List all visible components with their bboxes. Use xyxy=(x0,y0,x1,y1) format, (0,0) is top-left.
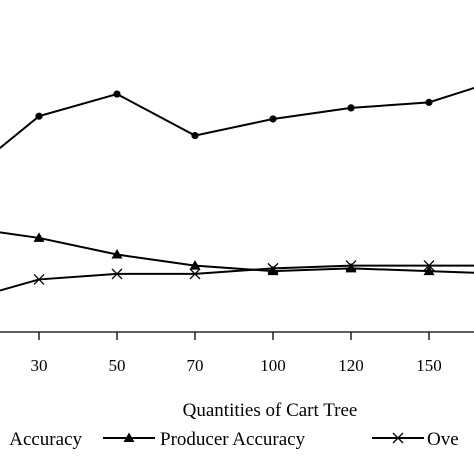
legend-label-2: Producer Accuracy xyxy=(160,429,306,450)
series-1-point-50 xyxy=(113,90,121,98)
series-2 xyxy=(0,231,474,276)
series-2-point-150 xyxy=(423,265,435,276)
series-1-line xyxy=(0,86,474,150)
series-3-point-100 xyxy=(267,262,279,274)
x-tick-label-30: 30 xyxy=(31,356,48,375)
series-3-point-50-stroke-b xyxy=(111,268,123,280)
series-3 xyxy=(0,260,474,292)
series-3-point-120 xyxy=(345,260,357,272)
series-1-point-120 xyxy=(347,104,355,112)
series-2-point-120 xyxy=(345,262,357,273)
series-3-point-50 xyxy=(111,268,123,280)
series-2-point-30 xyxy=(33,232,45,242)
legend-marker-3-stroke-b xyxy=(392,432,404,444)
x-tick-label-120: 120 xyxy=(338,356,364,375)
axes-layer xyxy=(0,331,474,340)
x-tick-labels: 30 50 70 100 120 150 xyxy=(31,356,442,375)
x-axis-title: Quantities of Cart Tree xyxy=(183,400,358,421)
series-3-point-150-stroke-b xyxy=(423,260,435,272)
series-3-point-150 xyxy=(423,260,435,272)
series-1-point-100 xyxy=(269,115,277,123)
series-3-line xyxy=(0,264,474,292)
series-1 xyxy=(0,86,474,150)
series-2-point-70 xyxy=(189,260,201,270)
legend-item-3: Ove xyxy=(372,429,459,450)
series-layer xyxy=(0,86,474,292)
series-3-point-70-stroke-b xyxy=(189,268,201,280)
series-3-point-70 xyxy=(189,268,201,280)
legend-marker-2 xyxy=(123,432,135,442)
series-3-point-100-stroke-b xyxy=(267,262,279,274)
x-tick-label-50: 50 xyxy=(109,356,126,375)
legend: Accuracy Producer Accuracy Ove xyxy=(9,429,458,450)
legend-marker-3 xyxy=(392,432,404,444)
legend-item-1: Accuracy xyxy=(9,429,82,450)
x-tick-label-150: 150 xyxy=(416,356,442,375)
series-2-point-100 xyxy=(267,265,279,276)
series-2-point-50 xyxy=(111,249,123,259)
series-1-point-150 xyxy=(425,98,433,106)
series-3-point-30 xyxy=(33,273,45,285)
series-3-point-30-stroke-b xyxy=(33,273,45,285)
x-tick-label-70: 70 xyxy=(187,356,204,375)
x-tick-label-100: 100 xyxy=(260,356,286,375)
series-2-line xyxy=(0,231,474,274)
series-1-point-30 xyxy=(35,112,43,120)
series-3-point-120-stroke-b xyxy=(345,260,357,272)
legend-label-3: Ove xyxy=(427,429,459,450)
legend-label-1: Accuracy xyxy=(9,429,82,450)
series-1-point-70 xyxy=(191,131,199,140)
legend-item-2: Producer Accuracy xyxy=(103,429,306,450)
